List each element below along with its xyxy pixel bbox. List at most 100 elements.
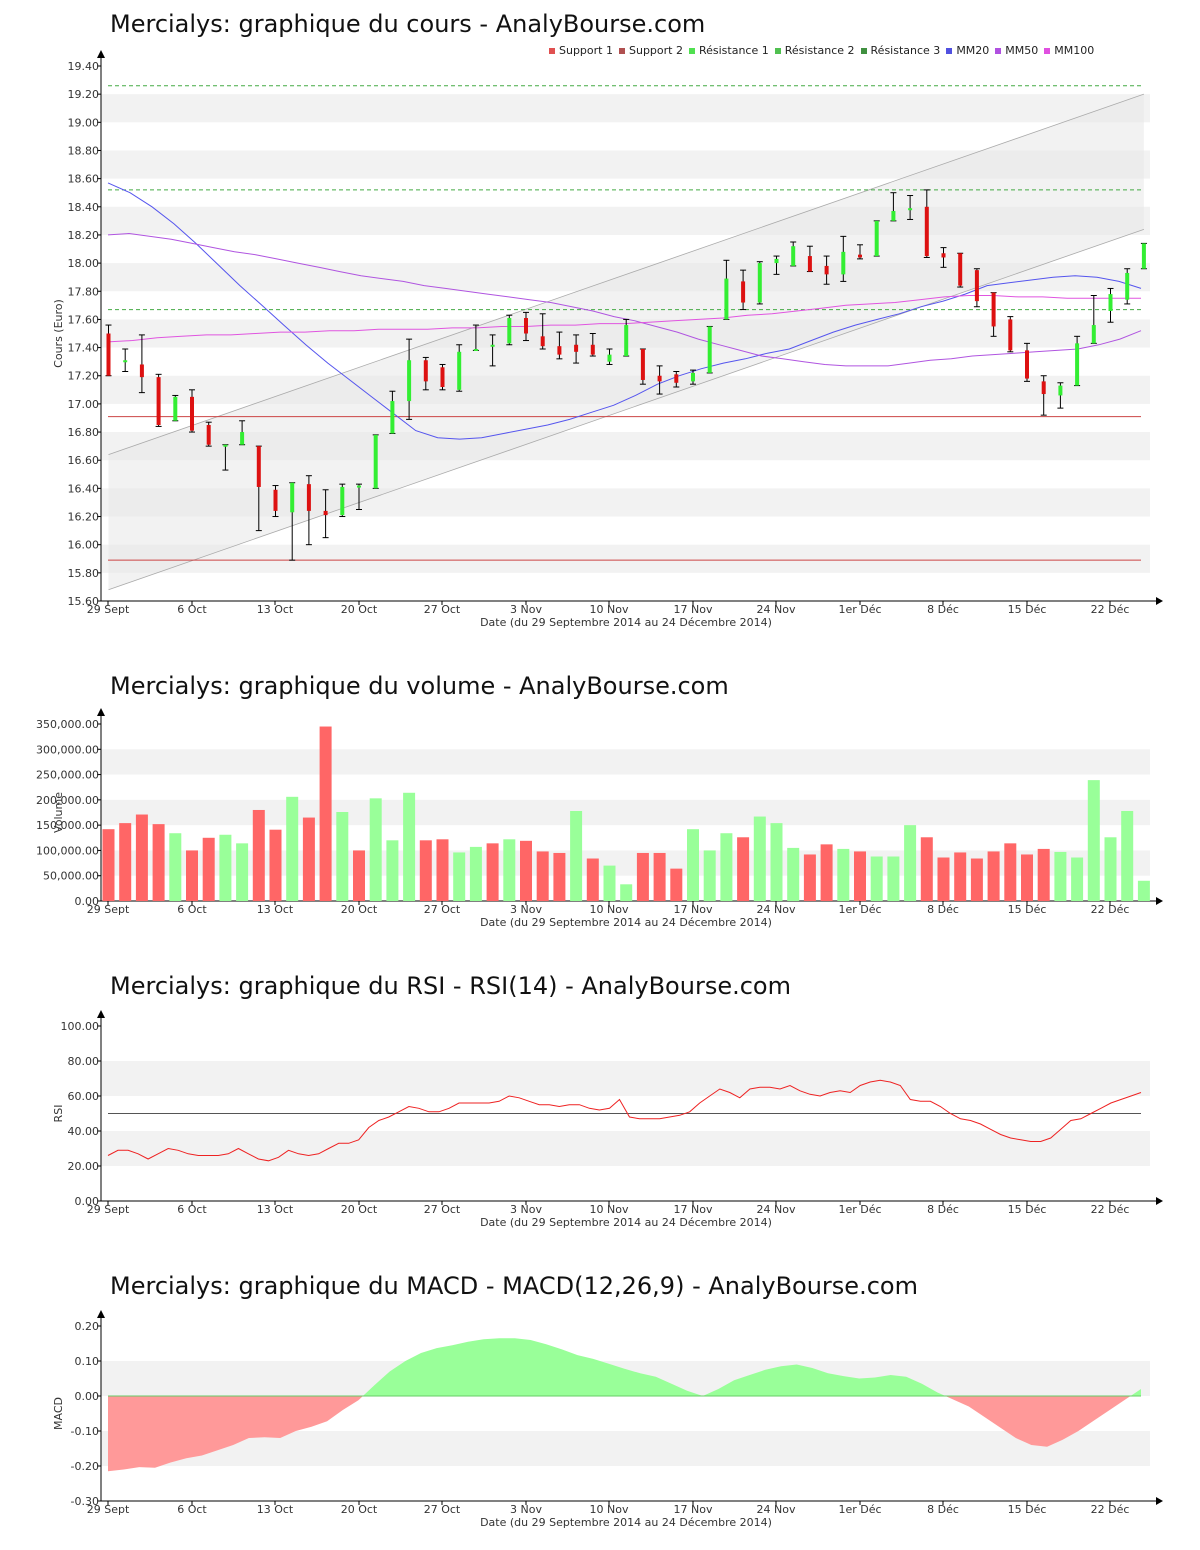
legend-item: MM20 xyxy=(946,44,989,57)
macd-x-tick-label: 17 Nov xyxy=(674,1503,713,1516)
volume-bar xyxy=(937,857,950,901)
legend-label: MM20 xyxy=(956,44,990,57)
volume-y-tick-label: 300,000.00 xyxy=(36,743,99,756)
volume-y-axis-arrow xyxy=(97,708,105,716)
trend-channel-upper-line xyxy=(108,93,1145,455)
candle-body xyxy=(540,336,545,347)
rsi-x-tick-label: 20 Oct xyxy=(341,1203,378,1216)
volume-bar xyxy=(887,856,900,901)
mm100-line xyxy=(107,295,1141,343)
volume-bar xyxy=(687,829,699,901)
volume-bar xyxy=(1071,857,1084,901)
volume-bar xyxy=(202,837,215,901)
volume-bar xyxy=(603,865,616,901)
volume-bar xyxy=(302,817,315,901)
macd-x-axis-arrow xyxy=(1156,1497,1163,1505)
volume-bar xyxy=(386,840,399,901)
volume-bar xyxy=(1037,848,1050,901)
price-x-tick-label: 1er Déc xyxy=(838,603,881,616)
volume-bar xyxy=(219,834,232,901)
volume-y-tick-label: 50,000.00 xyxy=(43,870,99,883)
macd-positive-area xyxy=(362,1338,946,1396)
candle-body xyxy=(373,434,378,489)
volume-bar xyxy=(586,858,599,901)
price-y-tick-label: 16.80 xyxy=(68,426,100,439)
volume-x-tick-label: 6 Oct xyxy=(177,903,207,916)
candle-body xyxy=(139,364,144,378)
rsi-grid-band xyxy=(101,1131,1150,1166)
volume-bar xyxy=(787,847,800,901)
volume-bar xyxy=(436,839,449,901)
volume-y-tick-label: 250,000.00 xyxy=(36,769,99,782)
volume-bar xyxy=(703,850,716,901)
volume-bar xyxy=(620,884,633,901)
price-x-tick-label: 15 Déc xyxy=(1008,603,1047,616)
price-x-tick-label: 22 Déc xyxy=(1091,603,1130,616)
volume-grid-band xyxy=(101,749,1150,775)
price-y-tick-label: 17.20 xyxy=(68,370,100,383)
rsi-x-axis-label: Date (du 29 Septembre 2014 au 24 Décembr… xyxy=(480,1216,772,1229)
legend-swatch xyxy=(946,47,953,54)
candle-body xyxy=(407,360,412,402)
volume-bar xyxy=(1004,843,1017,901)
rsi-chart: 0.00 20.00 40.00 60.00 80.00 100.00 29 Sept 6 O… xyxy=(52,1010,1163,1229)
volume-x-tick-label: 20 Oct xyxy=(341,903,378,916)
rsi-x-tick-label: 13 Oct xyxy=(257,1203,294,1216)
candle-body xyxy=(557,346,562,355)
volume-bar xyxy=(286,796,299,901)
volume-x-tick-label: 22 Déc xyxy=(1091,903,1130,916)
candle-body xyxy=(958,253,963,286)
candle-body xyxy=(206,425,211,445)
candle-body xyxy=(1091,325,1096,344)
rsi-x-tick-label: 17 Nov xyxy=(674,1203,713,1216)
candle-body xyxy=(624,325,629,357)
macd-negative-area xyxy=(108,1396,363,1472)
volume-bar xyxy=(252,809,265,901)
mm50-line xyxy=(107,232,1142,367)
macd-x-tick-label: 8 Déc xyxy=(927,1503,959,1516)
macd-x-axis-label: Date (du 29 Septembre 2014 au 24 Décembr… xyxy=(480,1516,772,1529)
volume-bar xyxy=(353,850,365,901)
volume-y-tick-label: 100,000.00 xyxy=(36,844,99,857)
rsi-x-tick-label: 1er Déc xyxy=(838,1203,881,1216)
candle-body xyxy=(1108,294,1113,311)
price-chart: 15.60 15.80 16.00 16.20 16.40 16.60 16.80 17.00… xyxy=(52,50,1163,629)
candle-body xyxy=(507,318,512,344)
price-y-tick-label: 17.60 xyxy=(68,313,100,326)
rsi-x-tick-label: 22 Déc xyxy=(1091,1203,1130,1216)
volume-x-tick-label: 10 Nov xyxy=(590,903,629,916)
legend-swatch xyxy=(618,47,625,54)
candle-body xyxy=(807,256,812,272)
rsi-x-tick-label: 15 Déc xyxy=(1008,1203,1047,1216)
volume-y-tick-label: 150,000.00 xyxy=(36,819,99,832)
macd-positive-area xyxy=(1130,1389,1141,1396)
macd-y-tick-label: 0.10 xyxy=(75,1355,100,1368)
volume-x-tick-label: 13 Oct xyxy=(257,903,294,916)
candle-body xyxy=(590,344,595,355)
volume-x-tick-label: 8 Déc xyxy=(927,903,959,916)
price-y-tick-label: 17.80 xyxy=(68,285,100,298)
volume-y-tick-label: 200,000.00 xyxy=(36,794,99,807)
macd-x-tick-label: 13 Oct xyxy=(257,1503,294,1516)
price-x-tick-label: 29 Sept xyxy=(87,603,130,616)
price-y-axis-label: Cours (Euro) xyxy=(52,299,65,368)
rsi-y-tick-label: 60.00 xyxy=(68,1090,100,1103)
volume-bar xyxy=(186,850,198,901)
candle-body xyxy=(741,281,746,303)
volume-bar xyxy=(1054,851,1067,901)
volume-bar xyxy=(920,837,933,901)
volume-bar xyxy=(520,840,532,901)
price-chart-legend: Support 1 Support 2 Résistance 1 Résistance… xyxy=(549,44,1100,57)
volume-x-tick-label: 1er Déc xyxy=(838,903,881,916)
candle-body xyxy=(524,318,528,334)
macd-x-tick-label: 3 Nov xyxy=(510,1503,542,1516)
legend-label: Résistance 1 xyxy=(698,44,769,57)
candle-body xyxy=(757,263,762,303)
candle-body xyxy=(574,344,579,352)
volume-x-tick-label: 15 Déc xyxy=(1008,903,1047,916)
volume-bar xyxy=(1087,780,1100,901)
price-x-tick-label: 13 Oct xyxy=(257,603,294,616)
price-y-tick-label: 19.40 xyxy=(68,60,100,73)
rsi-y-axis-arrow xyxy=(97,1010,105,1018)
volume-bar xyxy=(135,814,148,901)
